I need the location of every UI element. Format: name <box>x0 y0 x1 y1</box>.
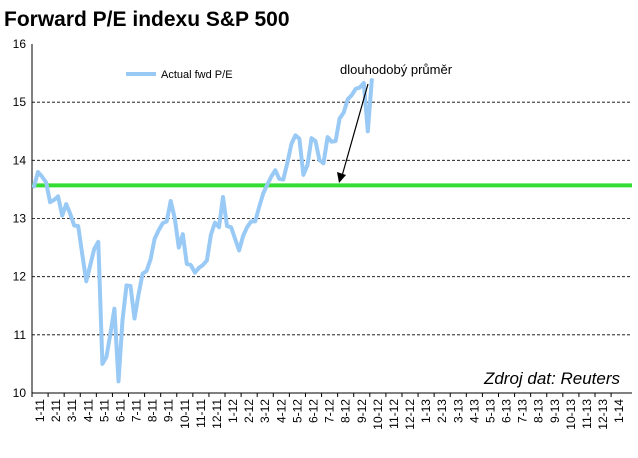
x-tick-label: 4-11 <box>81 399 95 422</box>
x-tick-label: 8-13 <box>532 399 546 423</box>
y-tick-label: 10 <box>13 386 27 400</box>
y-tick-label: 12 <box>13 270 27 284</box>
x-tick-label: 9-13 <box>548 399 562 423</box>
x-tick-label: 2-13 <box>435 399 449 423</box>
x-tick-label: 10-13 <box>564 399 578 430</box>
x-tick-label: 2-11 <box>49 399 63 422</box>
x-tick-label: 8-12 <box>339 399 353 423</box>
series-line-actual-fwd-pe <box>32 78 374 384</box>
x-tick-label: 8-11 <box>146 399 160 422</box>
y-tick-label: 13 <box>13 212 27 226</box>
x-tick-label: 5-11 <box>97 399 111 422</box>
x-tick-label: 10-12 <box>371 399 385 430</box>
x-tick-label: 5-12 <box>290 399 304 423</box>
x-tick-label: 1-12 <box>226 399 240 423</box>
annotation-arrowhead <box>337 172 346 183</box>
annotation-label: dlouhodobý průměr <box>340 62 453 77</box>
x-tick-label: 7-11 <box>130 399 144 422</box>
x-tick-label: 3-13 <box>451 399 465 423</box>
x-tick-label: 2-12 <box>242 399 256 423</box>
x-tick-label: 6-13 <box>500 399 514 423</box>
annotation-arrow <box>341 83 369 177</box>
x-tick-label: 9-11 <box>162 399 176 422</box>
source-note: Zdroj dat: Reuters <box>483 369 621 388</box>
x-tick-label: 9-12 <box>355 399 369 423</box>
x-tick-label: 3-11 <box>65 399 79 422</box>
y-tick-label: 11 <box>14 328 27 342</box>
x-tick-label: 12-12 <box>403 399 417 430</box>
x-tick-label: 11-11 <box>194 399 208 428</box>
chart-title: Forward P/E indexu S&P 500 <box>4 8 290 31</box>
legend-label: Actual fwd P/E <box>161 69 233 81</box>
x-tick-label: 5-13 <box>483 399 497 423</box>
x-tick-label: 6-11 <box>113 399 127 422</box>
x-tick-label: 11-13 <box>580 399 594 429</box>
x-tick-label: 12-11 <box>210 399 224 429</box>
x-tick-label: 7-12 <box>323 399 337 423</box>
x-tick-label: 11-12 <box>387 399 401 429</box>
y-tick-label: 16 <box>13 37 27 51</box>
x-tick-label: 3-12 <box>258 399 272 423</box>
x-tick-label: 1-11 <box>33 399 47 422</box>
x-tick-label: 4-12 <box>274 399 288 423</box>
x-tick-label: 7-13 <box>516 399 530 423</box>
x-tick-label: 1-13 <box>419 399 433 423</box>
x-tick-label: 12-13 <box>596 399 610 430</box>
x-tick-label: 10-11 <box>178 399 192 429</box>
x-tick-label: 1-14 <box>612 399 626 423</box>
y-tick-label: 15 <box>13 95 27 109</box>
y-tick-label: 14 <box>13 153 27 167</box>
x-tick-label: 6-12 <box>307 399 321 423</box>
x-tick-label: 4-13 <box>467 399 481 423</box>
